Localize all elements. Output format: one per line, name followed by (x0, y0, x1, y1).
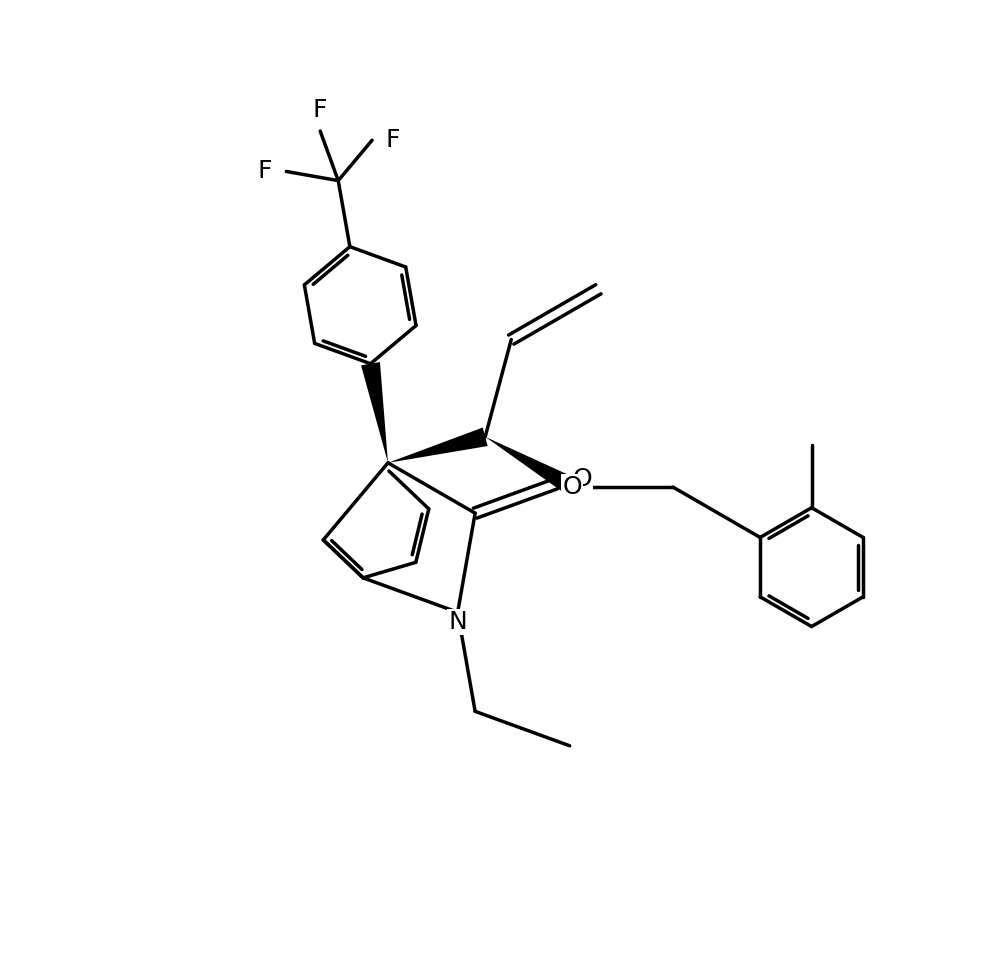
Polygon shape (361, 362, 388, 463)
Text: N: N (449, 610, 467, 634)
Text: O: O (572, 468, 593, 491)
Text: F: F (258, 159, 273, 183)
Text: O: O (562, 475, 582, 499)
Polygon shape (388, 427, 488, 463)
Polygon shape (485, 437, 577, 495)
Text: F: F (386, 128, 400, 152)
Text: F: F (313, 98, 327, 122)
